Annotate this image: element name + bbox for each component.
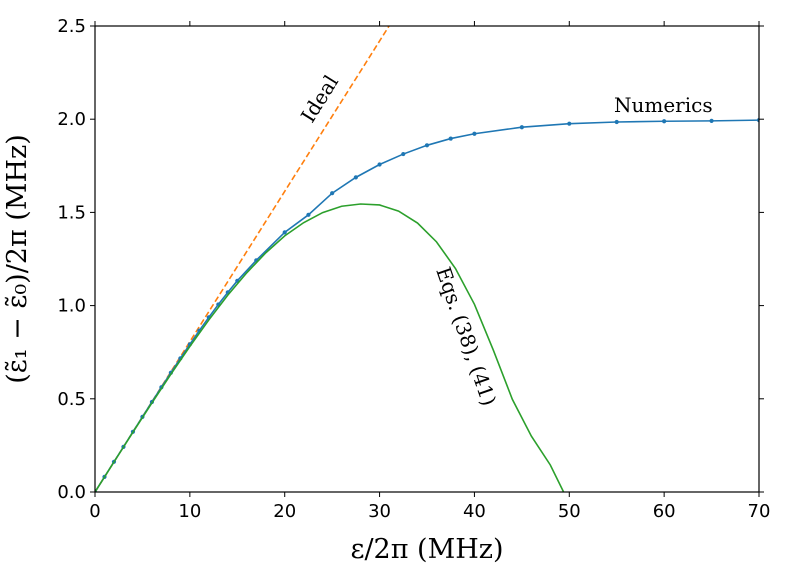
y-tick-label: 0.5 <box>57 389 86 410</box>
y-tick-label: 2.5 <box>57 16 86 37</box>
y-tick-label: 0.0 <box>57 482 86 503</box>
series-numerics-point <box>519 125 524 130</box>
x-tick-label: 40 <box>463 501 486 522</box>
plot-lines <box>95 26 759 492</box>
x-tick-label: 50 <box>558 501 581 522</box>
annotation-ideal: Ideal <box>296 71 343 127</box>
series-numerics-point <box>472 131 477 136</box>
y-tick-label: 2.0 <box>57 109 86 130</box>
y-tick-label: 1.5 <box>57 202 86 223</box>
x-tick-label: 60 <box>653 501 676 522</box>
series-numerics-point <box>448 136 453 141</box>
y-axis-label: (ε̃₁ − ε̃₀)/2π (MHz) <box>2 134 33 384</box>
x-tick-label: 10 <box>178 501 201 522</box>
series-numerics-point <box>401 151 406 157</box>
annotation-numerics: Numerics <box>614 93 713 117</box>
series-numerics-point <box>709 118 714 123</box>
series-numerics-point <box>662 119 667 124</box>
x-axis-label: ε/2π (MHz) <box>350 534 503 564</box>
y-tick-label: 1.0 <box>57 296 86 317</box>
x-tick-label: 0 <box>89 501 100 522</box>
series-eqs-line <box>95 203 565 492</box>
x-tick-label: 70 <box>748 501 771 522</box>
series-numerics-point <box>424 143 430 148</box>
series-numerics-point <box>330 191 335 196</box>
series-numerics-point <box>377 162 382 167</box>
series-numerics-point <box>353 175 358 180</box>
series-numerics-point <box>306 212 311 217</box>
series-numerics-line <box>95 119 759 492</box>
x-tick-label: 20 <box>273 501 296 522</box>
plot-frame <box>94 25 760 493</box>
series-numerics-point <box>614 119 619 125</box>
series-numerics-point <box>567 121 572 126</box>
axis-ticks: 0 10 20 30 40 50 60 70 0.0 0.5 1.0 1.5 2.0 2.5 <box>57 16 770 522</box>
series-numerics-point <box>282 230 287 235</box>
x-tick-label: 30 <box>368 501 391 522</box>
annotation-eqs: Eqs. (38), (41) <box>431 264 501 409</box>
